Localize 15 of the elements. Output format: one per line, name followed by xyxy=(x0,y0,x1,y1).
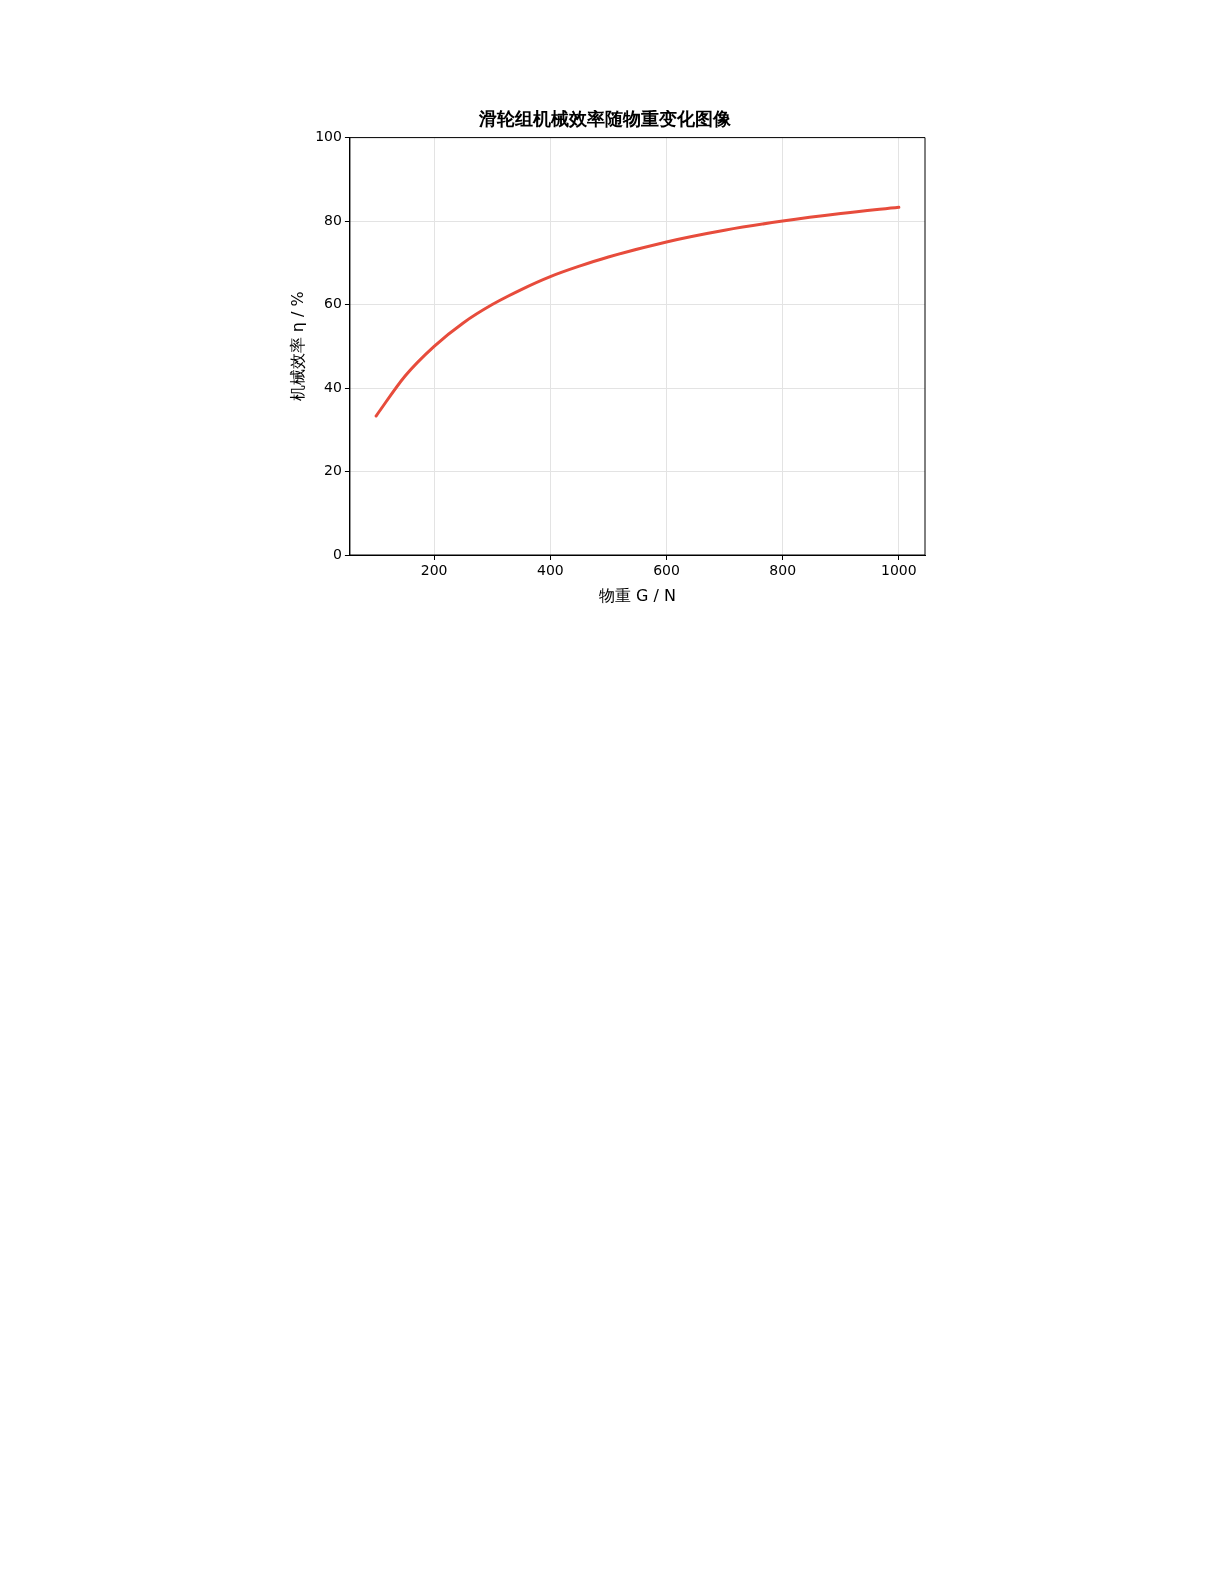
y-tick-label: 80 xyxy=(324,211,342,228)
y-tick-label: 60 xyxy=(324,295,342,312)
chart-title: 滑轮组机械效率随物重变化图像 xyxy=(478,108,732,130)
y-tick-label: 100 xyxy=(315,128,342,145)
y-tick-label: 0 xyxy=(333,545,342,562)
x-tick-label: 600 xyxy=(653,562,680,579)
y-axis-title: 机械效率 η / % xyxy=(287,291,307,402)
x-tick-label: 1000 xyxy=(881,562,917,579)
y-tick-label: 40 xyxy=(324,378,342,395)
x-tick-label: 200 xyxy=(420,562,448,579)
line-series xyxy=(374,205,901,418)
y-tick-label: 20 xyxy=(324,462,342,479)
x-axis-title: 物重 G / N xyxy=(598,585,676,605)
x-tick-label: 800 xyxy=(769,562,797,579)
x-tick-label: 400 xyxy=(536,562,564,579)
